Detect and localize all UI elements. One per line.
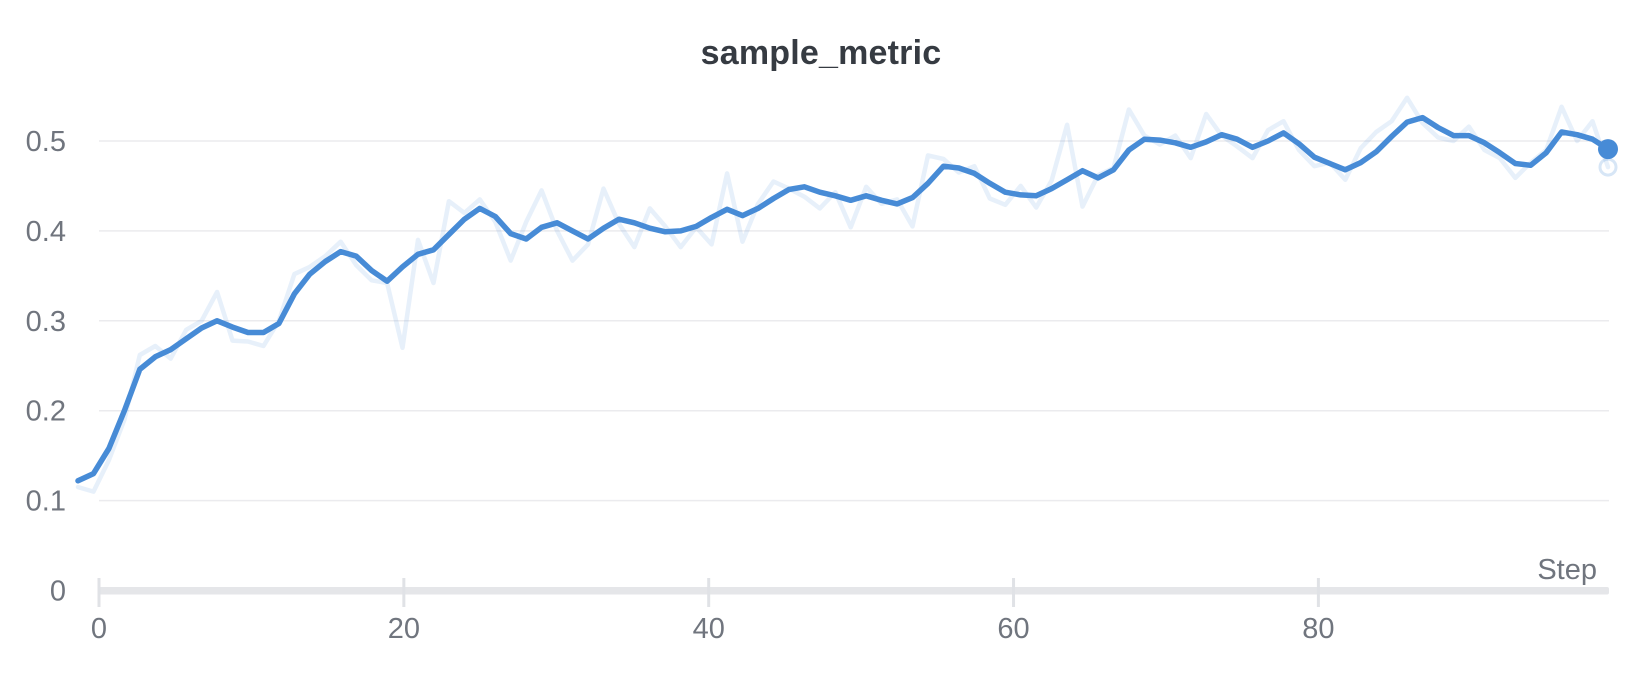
- x-tick-label: 20: [388, 613, 420, 645]
- latest-value-dot: [1598, 139, 1618, 160]
- x-tick-mark: [707, 578, 711, 607]
- y-tick-label: 0: [50, 576, 66, 608]
- y-tick-label: 0.3: [26, 306, 66, 338]
- x-axis-line: [99, 587, 1609, 595]
- x-tick-label: 40: [693, 613, 725, 645]
- y-tick-label: 0.1: [26, 486, 66, 518]
- x-tick-mark: [1012, 578, 1016, 607]
- x-tick-mark: [402, 578, 406, 607]
- x-tick-label: 60: [997, 613, 1029, 645]
- x-tick-mark: [1316, 578, 1320, 607]
- y-tick-label: 0.5: [26, 126, 66, 158]
- raw-latest-value-ring: [1598, 157, 1618, 177]
- y-tick-label: 0.2: [26, 396, 66, 428]
- y-tick-label: 0.4: [26, 216, 66, 248]
- smoothed-series-line: [75, 114, 1611, 484]
- x-tick-mark: [97, 578, 101, 607]
- panel-title: sample_metric: [700, 34, 942, 72]
- raw-series-line: [75, 95, 1611, 494]
- x-tick-label: 80: [1302, 613, 1334, 645]
- x-tick-label: 0: [91, 613, 107, 645]
- x-axis-label: Step: [1537, 554, 1597, 586]
